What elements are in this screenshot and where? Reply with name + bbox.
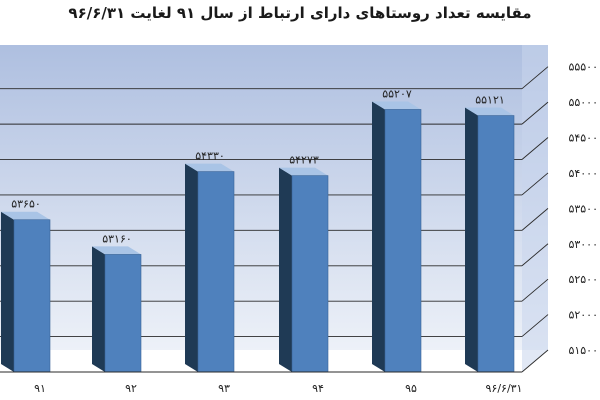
gridline-depth	[521, 172, 549, 196]
bar-top	[185, 163, 234, 172]
bar	[13, 219, 51, 373]
bar-side	[185, 163, 198, 372]
bar-side	[465, 107, 478, 372]
gridline-depth	[521, 101, 549, 125]
x-tick-label: ۹۳	[218, 382, 230, 395]
y-tick-label: ۵۲۰۰۰	[568, 309, 598, 322]
bar-top	[465, 107, 514, 116]
gridline-depth	[521, 243, 549, 267]
gridline-depth	[521, 278, 549, 302]
data-label: ۵۵۱۲۱	[475, 94, 505, 107]
bar-top	[279, 167, 328, 176]
gridline-depth	[521, 137, 549, 160]
x-tick-label: ۹۵	[405, 382, 417, 395]
gridline-depth	[521, 208, 549, 231]
y-tick-label: ۵۴۰۰۰	[568, 167, 598, 180]
x-tick-label: ۹۴	[312, 382, 324, 395]
x-tick-label: ۹۱	[34, 382, 46, 395]
bar-top	[92, 246, 141, 255]
chart-title: مقایسه تعداد روستاهای دارای ارتباط از سا…	[68, 4, 532, 22]
bar-side	[372, 101, 385, 372]
y-tick-label: ۵۳۵۰۰	[568, 202, 598, 215]
bar-side	[279, 167, 292, 372]
bar	[477, 115, 515, 373]
y-tick-label: ۵۵۵۰۰	[568, 61, 598, 74]
y-tick-label: ۵۱۵۰۰	[568, 344, 598, 357]
bar	[384, 109, 422, 373]
data-label: ۵۴۳۳۰	[195, 150, 225, 163]
bar	[197, 171, 235, 373]
gridline-depth	[521, 314, 549, 337]
bar-top	[1, 211, 50, 220]
y-tick-label: ۵۲۵۰۰	[568, 273, 598, 286]
gridline-depth	[521, 349, 549, 373]
bar	[291, 175, 329, 373]
bar-top	[372, 101, 421, 110]
bar	[104, 254, 142, 373]
y-tick-label: ۵۳۰۰۰	[568, 238, 598, 251]
data-label: ۵۴۲۷۳	[289, 154, 319, 167]
x-tick-label: ۹۲	[125, 382, 137, 395]
bar-side	[92, 246, 105, 372]
y-tick-label: ۵۴۵۰۰	[568, 132, 598, 145]
data-label: ۵۳۶۵۰	[11, 198, 41, 211]
x-tick-label: ۹۶/۶/۳۱	[486, 382, 523, 395]
bar-side	[1, 211, 14, 372]
gridline-depth	[521, 66, 549, 90]
y-tick-label: ۵۵۰۰۰	[568, 96, 598, 109]
chart-side-wall	[522, 45, 548, 372]
data-label: ۵۵۲۰۷	[382, 87, 412, 100]
data-label: ۵۳۱۶۰	[102, 232, 132, 245]
